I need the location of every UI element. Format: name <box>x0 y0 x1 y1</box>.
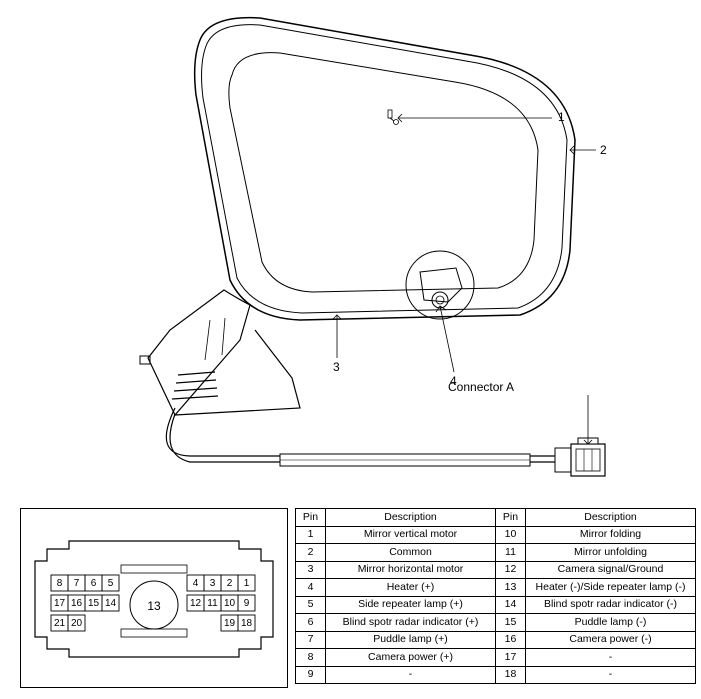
page-root: 1 2 3 4 Connector A 87654321 17161514121… <box>0 0 701 699</box>
desc-a: - <box>326 666 496 684</box>
svg-text:11: 11 <box>207 598 218 609</box>
desc-b: Heater (-)/Side repeater lamp (-) <box>526 579 696 597</box>
mirror-svg <box>0 0 701 480</box>
desc-a: Heater (+) <box>326 579 496 597</box>
camera-housing-detail <box>406 251 474 319</box>
pin-b: 13 <box>496 579 526 597</box>
callout-lines <box>333 114 596 444</box>
table-row: 3Mirror horizontal motor12Camera signal/… <box>296 561 696 579</box>
svg-text:14: 14 <box>105 598 117 609</box>
pin-b: 14 <box>496 596 526 614</box>
desc-a: Common <box>326 544 496 562</box>
svg-text:3: 3 <box>210 578 216 589</box>
table-row: 1Mirror vertical motor10Mirror folding <box>296 526 696 544</box>
mirror-outer-shell <box>195 18 575 320</box>
pin-a: 8 <box>296 649 326 667</box>
svg-text:17: 17 <box>54 598 66 609</box>
table-header-row: Pin Description Pin Description <box>296 509 696 527</box>
header-desc-a: Description <box>326 509 496 527</box>
svg-text:4: 4 <box>193 578 199 589</box>
pin-a: 5 <box>296 596 326 614</box>
header-desc-b: Description <box>526 509 696 527</box>
svg-text:5: 5 <box>108 578 114 589</box>
table-row: 5Side repeater lamp (+)14Blind spotr rad… <box>296 596 696 614</box>
desc-b: Puddle lamp (-) <box>526 614 696 632</box>
mirror-inner-ridge <box>202 25 567 313</box>
pin-b: 15 <box>496 614 526 632</box>
mirror-diagram: 1 2 3 4 Connector A <box>0 0 701 480</box>
pin-a: 6 <box>296 614 326 632</box>
pin-b: 17 <box>496 649 526 667</box>
desc-b: Blind spotr radar indicator (-) <box>526 596 696 614</box>
svg-text:21: 21 <box>54 618 66 629</box>
cable <box>166 408 555 466</box>
callout-1: 1 <box>558 110 565 124</box>
header-pin-b: Pin <box>496 509 526 527</box>
table-row: 9-18- <box>296 666 696 684</box>
desc-b: Camera signal/Ground <box>526 561 696 579</box>
svg-text:7: 7 <box>74 578 80 589</box>
svg-text:1: 1 <box>244 578 250 589</box>
desc-b: - <box>526 666 696 684</box>
mirror-glass-frame <box>229 53 538 292</box>
pin-b: 18 <box>496 666 526 684</box>
svg-text:12: 12 <box>190 598 202 609</box>
connector-pinout-diagram: 87654321 171615141211109 21201918 13 <box>20 508 288 688</box>
pin-a: 2 <box>296 544 326 562</box>
table-row: 7Puddle lamp (+)16Camera power (-) <box>296 631 696 649</box>
desc-a: Blind spotr radar indicator (+) <box>326 614 496 632</box>
header-pin-a: Pin <box>296 509 326 527</box>
pin-a: 4 <box>296 579 326 597</box>
pin-b: 11 <box>496 544 526 562</box>
internal-sensor-icon <box>388 110 399 125</box>
connector-a-label: Connector A <box>448 380 514 394</box>
desc-a: Side repeater lamp (+) <box>326 596 496 614</box>
pin-b: 10 <box>496 526 526 544</box>
svg-text:20: 20 <box>71 618 83 629</box>
svg-text:10: 10 <box>224 598 236 609</box>
desc-b: Mirror folding <box>526 526 696 544</box>
table-row: 8Camera power (+)17- <box>296 649 696 667</box>
callout-2: 2 <box>600 143 607 157</box>
svg-text:18: 18 <box>241 618 253 629</box>
svg-text:8: 8 <box>57 578 63 589</box>
pin-a: 9 <box>296 666 326 684</box>
table-row: 4Heater (+)13Heater (-)/Side repeater la… <box>296 579 696 597</box>
desc-a: Mirror horizontal motor <box>326 561 496 579</box>
desc-b: - <box>526 649 696 667</box>
pin-a: 1 <box>296 526 326 544</box>
desc-a: Mirror vertical motor <box>326 526 496 544</box>
svg-text:16: 16 <box>71 598 83 609</box>
pin-description-table: Pin Description Pin Description 1Mirror … <box>295 508 696 684</box>
connector-a <box>555 438 605 476</box>
svg-text:13: 13 <box>147 599 161 613</box>
svg-text:2: 2 <box>227 578 233 589</box>
desc-b: Camera power (-) <box>526 631 696 649</box>
pin-b: 12 <box>496 561 526 579</box>
desc-a: Camera power (+) <box>326 649 496 667</box>
svg-text:9: 9 <box>244 598 250 609</box>
desc-a: Puddle lamp (+) <box>326 631 496 649</box>
pin-a: 7 <box>296 631 326 649</box>
table-row: 6Blind spotr radar indicator (+)15Puddle… <box>296 614 696 632</box>
pin-a: 3 <box>296 561 326 579</box>
pin-b: 16 <box>496 631 526 649</box>
desc-b: Mirror unfolding <box>526 544 696 562</box>
svg-text:19: 19 <box>224 618 236 629</box>
connector-pinout-svg: 87654321 171615141211109 21201918 13 <box>21 509 287 687</box>
table-row: 2Common11Mirror unfolding <box>296 544 696 562</box>
svg-text:15: 15 <box>88 598 100 609</box>
pin-table: Pin Description Pin Description 1Mirror … <box>295 508 695 688</box>
svg-text:6: 6 <box>91 578 97 589</box>
callout-3: 3 <box>333 360 340 374</box>
